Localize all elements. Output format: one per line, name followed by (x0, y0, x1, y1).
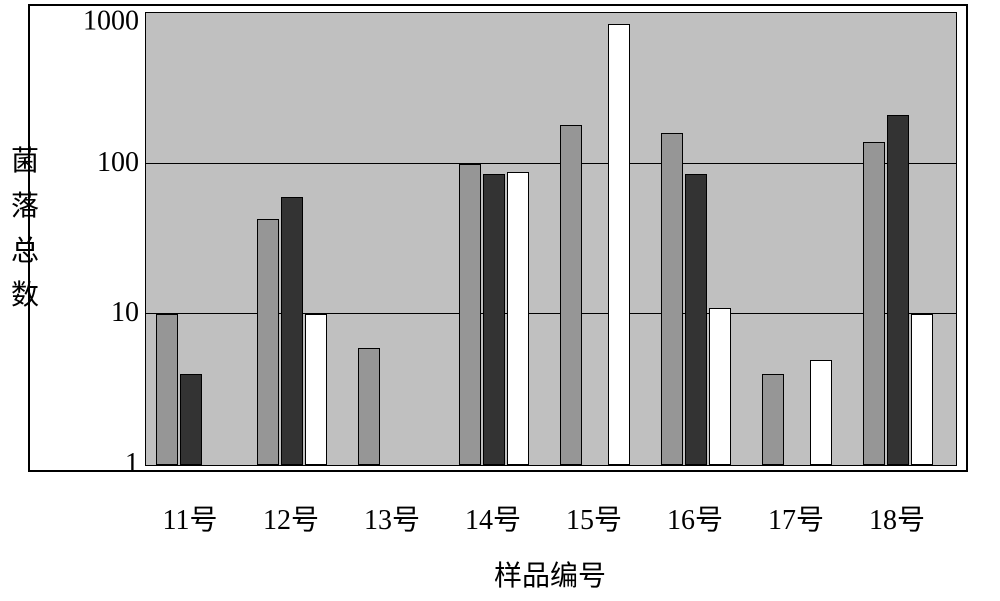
y-tick-label: 10 (39, 297, 139, 329)
x-axis-title: 样品编号 (145, 554, 955, 594)
bar-series-b (281, 197, 303, 465)
bar-series-a (863, 142, 885, 465)
y-tick-label: 1000 (39, 6, 139, 38)
bar-series-a (459, 164, 481, 465)
bar-series-a (257, 219, 279, 465)
y-tick-label: 100 (39, 147, 139, 179)
x-tick-label: 12号 (263, 498, 319, 538)
bar-series-c (507, 172, 529, 465)
bar-series-a (661, 133, 683, 465)
y-axis-title: 菌落总数 (10, 140, 40, 319)
x-tick-label: 16号 (667, 498, 723, 538)
bar-series-c (709, 308, 731, 465)
x-tick-label: 17号 (768, 498, 824, 538)
bar-series-a (156, 314, 178, 465)
bar-series-a (358, 348, 380, 465)
y-tick-label: 1 (39, 448, 139, 480)
bar-series-b (483, 174, 505, 465)
bar-series-b (180, 374, 202, 465)
x-tick-label: 18号 (869, 498, 925, 538)
bar-series-a (560, 125, 582, 465)
x-tick-label: 11号 (163, 498, 218, 538)
x-tick-label: 13号 (364, 498, 420, 538)
bar-series-c (810, 360, 832, 465)
plot-area (145, 12, 957, 466)
bar-series-a (762, 374, 784, 465)
bar-series-c (305, 314, 327, 465)
bar-series-b (887, 115, 909, 465)
bar-series-b (685, 174, 707, 465)
bar-series-c (608, 24, 630, 465)
gridline (146, 163, 956, 164)
x-tick-label: 15号 (566, 498, 622, 538)
x-tick-label: 14号 (465, 498, 521, 538)
bar-series-c (911, 314, 933, 465)
